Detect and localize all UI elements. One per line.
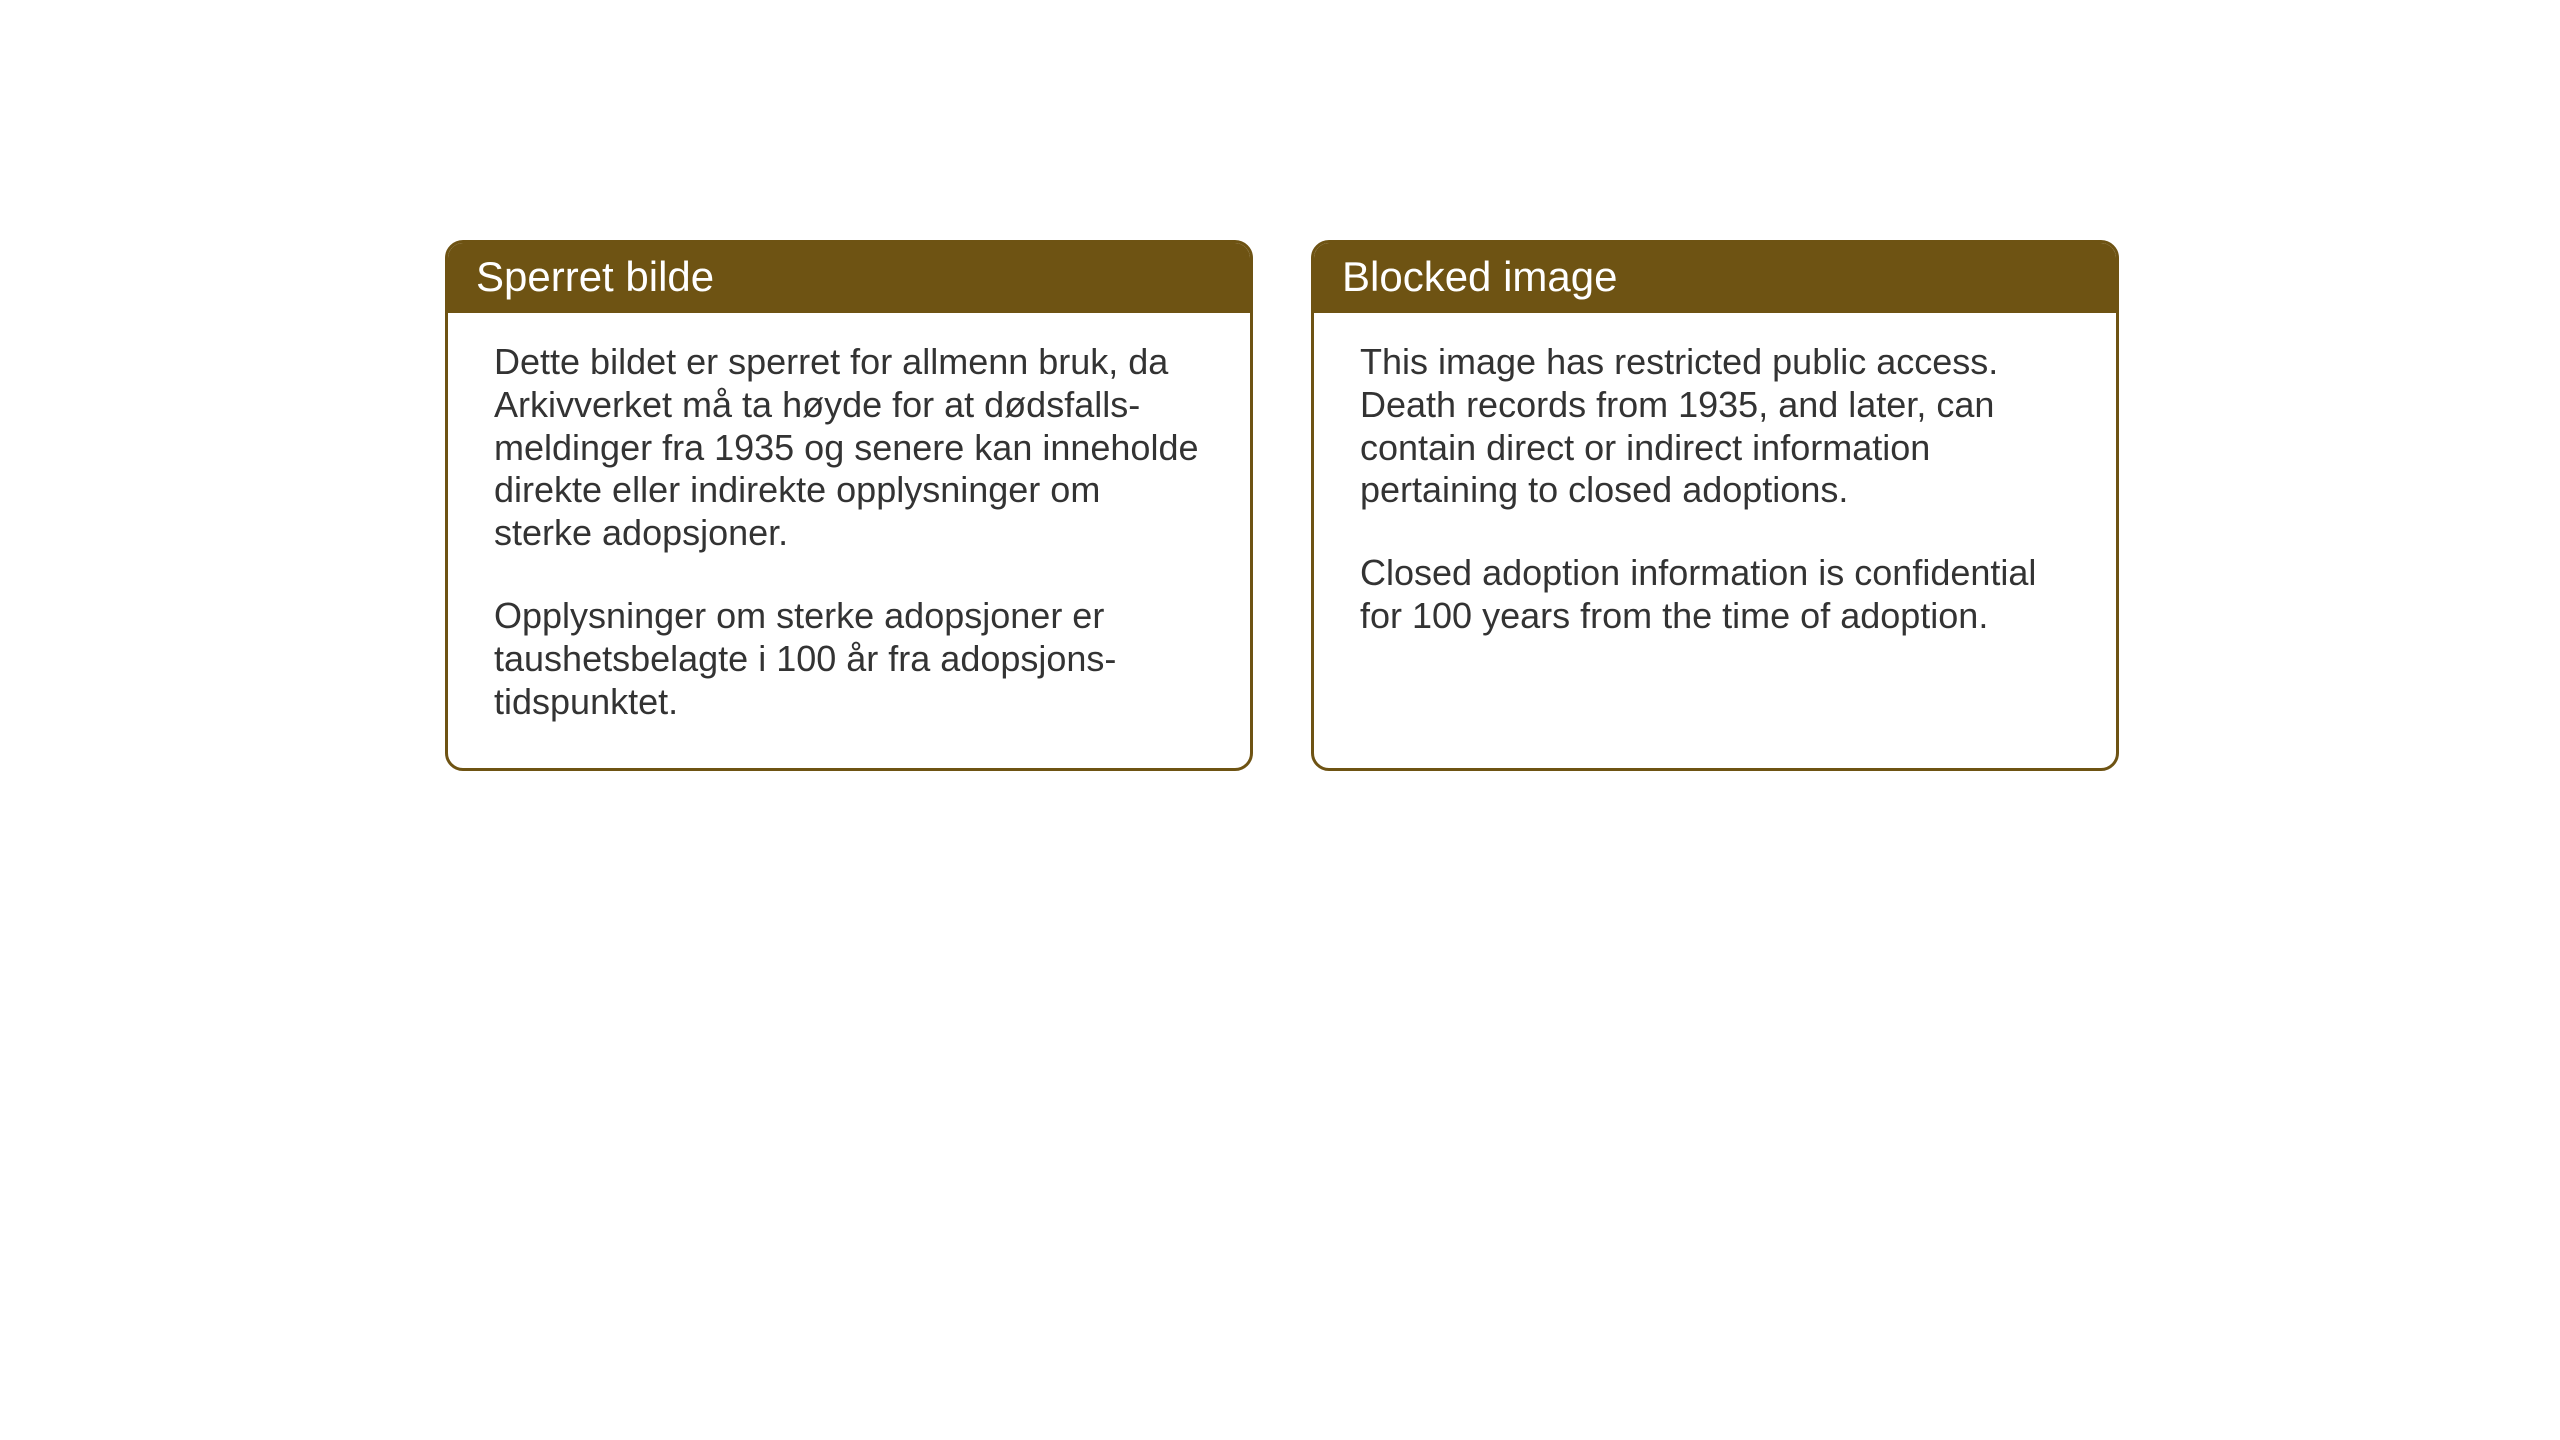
english-card-body: This image has restricted public access.…	[1314, 313, 2116, 682]
norwegian-card: Sperret bilde Dette bildet er sperret fo…	[445, 240, 1253, 771]
norwegian-paragraph-2: Opplysninger om sterke adopsjoner er tau…	[494, 595, 1204, 723]
norwegian-card-title: Sperret bilde	[448, 243, 1250, 313]
cards-container: Sperret bilde Dette bildet er sperret fo…	[445, 240, 2119, 771]
english-card: Blocked image This image has restricted …	[1311, 240, 2119, 771]
norwegian-card-body: Dette bildet er sperret for allmenn bruk…	[448, 313, 1250, 768]
english-card-title: Blocked image	[1314, 243, 2116, 313]
english-paragraph-2: Closed adoption information is confident…	[1360, 552, 2070, 638]
norwegian-paragraph-1: Dette bildet er sperret for allmenn bruk…	[494, 341, 1204, 555]
english-paragraph-1: This image has restricted public access.…	[1360, 341, 2070, 512]
